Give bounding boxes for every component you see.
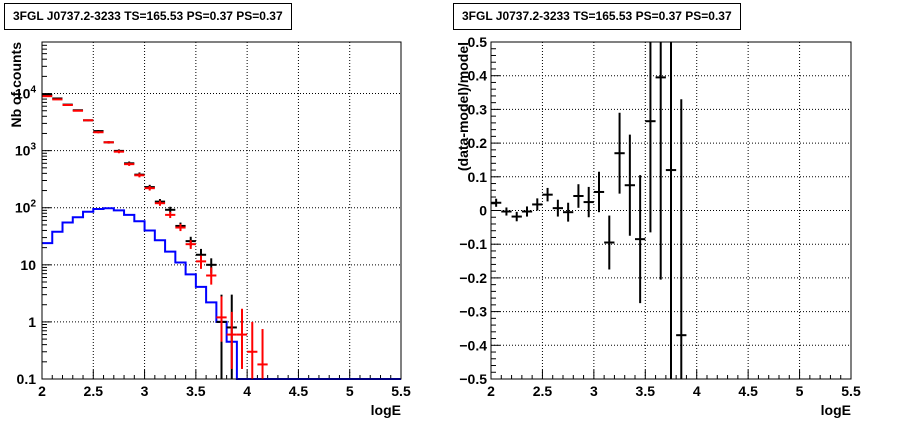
x-tick-label: 3 (590, 383, 598, 399)
plot-frame (41, 41, 402, 380)
y-tick-label: −0.3 (459, 304, 487, 320)
y-tick-label: −0.5 (459, 371, 487, 387)
x-axis-label: logE (371, 402, 401, 418)
y-tick-label: 0.5 (468, 34, 488, 50)
plot-frame (490, 41, 852, 380)
x-tick-label: 5.5 (391, 383, 411, 399)
x-tick-label: 2.5 (533, 383, 553, 399)
y-tick-label: 10 (20, 257, 36, 273)
y-tick-label: 102 (15, 199, 37, 216)
x-tick-label: 3 (141, 383, 149, 399)
x-tick-label: 2 (38, 383, 46, 399)
y-tick-label: 0 (479, 203, 487, 219)
x-tick-label: 4.5 (289, 383, 309, 399)
x-tick-label: 2 (487, 383, 495, 399)
y-tick-label: 0.3 (468, 101, 488, 117)
y-tick-label: −0.4 (459, 337, 487, 353)
x-tick-label: 4.5 (738, 383, 758, 399)
y-axis-label: (data-model)/model (455, 42, 471, 171)
residuals-chart-title: 3FGL J0737.2-3233 TS=165.53 PS=0.37 PS=0… (453, 3, 741, 30)
y-axis-label: Nb of counts (8, 42, 24, 128)
x-tick-label: 3.5 (636, 383, 656, 399)
x-axis-label: logE (821, 402, 851, 418)
counts-spectrum-panel: 2 2.5 3 3.5 4 4.5 5 5.5 0.1 1 10 102 103 104 logE Nb of… (8, 41, 411, 418)
x-tick-label: 2.5 (84, 383, 104, 399)
residuals-panel: 2 2.5 3 3.5 4 4.5 5 5.5 −0.5 −0.4 −0.3 −0.2 −0.1 0 0.1… (455, 34, 861, 418)
y-tick-label: 0.1 (468, 169, 488, 185)
y-tick-label: 1 (28, 314, 36, 330)
y-tick-label: −0.2 (459, 270, 487, 286)
y-tick-label: −0.1 (459, 236, 487, 252)
x-tick-label: 5.5 (841, 383, 861, 399)
y-tick-label: 0.2 (468, 135, 488, 151)
y-tick-label: 104 (15, 85, 37, 102)
y-tick-label: 0.4 (468, 68, 488, 84)
y-tick-label: 103 (15, 142, 37, 159)
x-tick-label: 4 (693, 383, 701, 399)
counts-chart-title: 3FGL J0737.2-3233 TS=165.53 PS=0.37 PS=0… (4, 3, 292, 30)
y-tick-label: 0.1 (17, 371, 37, 387)
x-tick-label: 5 (346, 383, 354, 399)
x-tick-label: 4 (243, 383, 251, 399)
x-tick-label: 3.5 (186, 383, 206, 399)
x-tick-label: 5 (796, 383, 804, 399)
